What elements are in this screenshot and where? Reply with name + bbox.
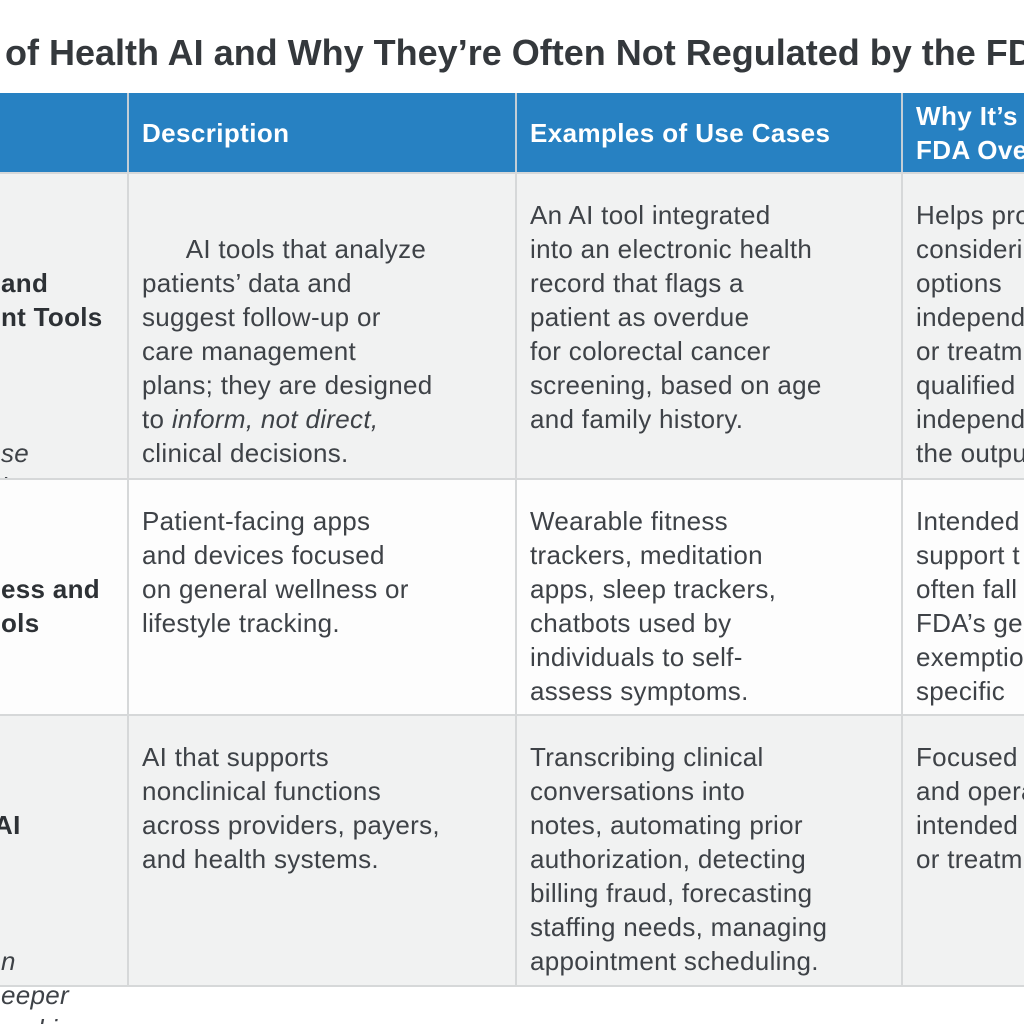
row-administrative-ai-label: AI n eeper sed in nctions e here. [0,714,127,1024]
cell-why-clinical: Helps pro consideri options independe or… [901,172,1024,478]
header-cell-description: Description [127,93,515,172]
cell-why-administrative: Focused o and opera intended or treatm [901,714,1024,987]
cell-examples-wellness: Wearable fitness trackers, meditation ap… [515,478,901,714]
description-text: AI tools that analyze patients’ data and… [142,234,433,434]
note-text: n eeper sed in nctions e [1,946,72,1024]
row-wellness-tools-label: ess and ols [0,478,127,714]
cell-description-wellness: Patient-facing apps and devices focused … [127,478,515,714]
cell-description-clinical: AI tools that analyze patients’ data and… [127,172,515,478]
header-cell-empty [0,93,127,172]
header-cell-why-fda-oversight: Why It’s O FDA Over [901,93,1024,172]
cell-examples-clinical: An AI tool integrated into an electronic… [515,172,901,478]
row-label-bold: and nt Tools [1,268,103,332]
cell-description-administrative: AI that supports nonclinical functions a… [127,714,515,987]
cell-examples-administrative: Transcribing clinical conversations into… [515,714,901,987]
row-label-bold: AI [0,810,21,840]
row-label-bold: ess and ols [1,574,100,638]
cell-why-wellness: Intended support t often fall FDA’s gen … [901,478,1024,714]
health-ai-table: Description Examples of Use Cases Why It… [0,93,1024,1024]
description-text-end: clinical decisions. [142,438,349,468]
page-title: of Health AI and Why They’re Often Not R… [5,32,1024,73]
description-italic-text: inform, not direct, [171,404,379,434]
header-cell-examples: Examples of Use Cases [515,93,901,172]
row-clinical-tools-label: and nt Tools se ions, ital [0,172,127,536]
row-label-note: n eeper sed in nctions e here. [1,944,127,1024]
